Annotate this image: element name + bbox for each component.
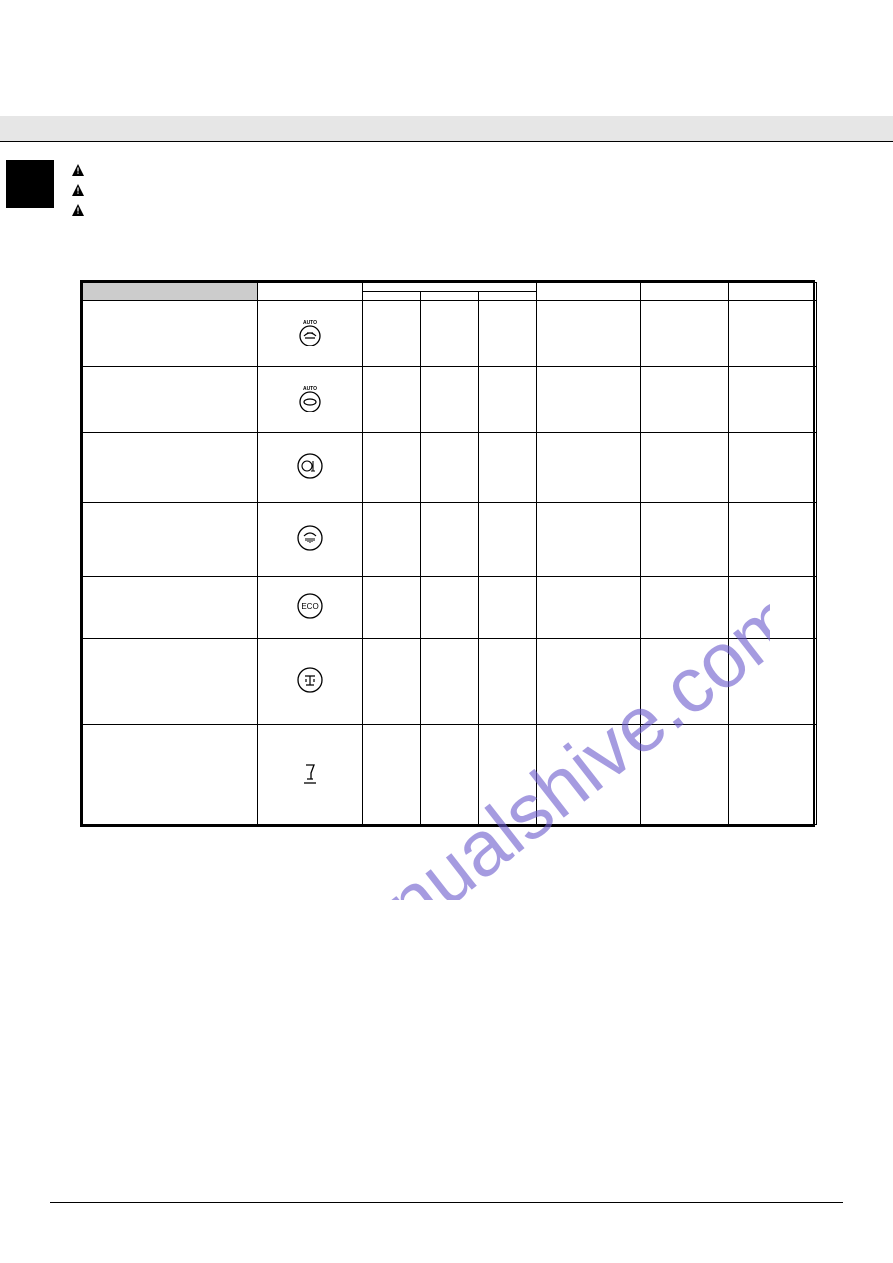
cell-p50 [363,577,421,639]
cell-symbol [258,367,363,433]
cell-duration [537,725,641,825]
eco-icon [296,592,324,620]
th-programme [83,283,258,301]
cell-symbol [258,639,363,725]
cell-p50 [363,639,421,725]
th-water [641,283,729,301]
cell-p65 [479,725,537,825]
cell-p65 [479,433,537,503]
glass-icon [296,759,324,787]
cell-duration [537,503,641,577]
cell-programme [83,725,258,825]
cell-programme [83,301,258,367]
sanitize-icon [296,666,324,694]
cell-symbol [258,503,363,577]
th-consumption [363,283,537,292]
warning-icon [72,164,84,176]
shower-icon [296,524,324,552]
auto-plate-icon [296,384,324,412]
cell-p60 [421,301,479,367]
cell-water [641,577,729,639]
th-duration [537,283,641,301]
cell-duration [537,433,641,503]
cell-water [641,725,729,825]
cell-p65 [479,367,537,433]
cell-p65 [479,301,537,367]
cell-energy [729,367,817,433]
table-row [83,577,817,639]
table-row [83,725,817,825]
cell-p50 [363,503,421,577]
cell-duration [537,577,641,639]
th-p65 [479,292,537,301]
programme-table [80,280,815,827]
cell-p60 [421,639,479,725]
cell-p60 [421,503,479,577]
table-row [83,433,817,503]
cell-symbol [258,577,363,639]
cell-energy [729,725,817,825]
cell-energy [729,433,817,503]
header-bar [0,116,893,142]
cell-p65 [479,639,537,725]
cell-symbol [258,301,363,367]
cell-symbol [258,433,363,503]
th-energy [729,283,817,301]
cell-energy [729,577,817,639]
th-p60 [421,292,479,301]
cell-energy [729,301,817,367]
cell-p65 [479,577,537,639]
warning-icon [72,184,84,196]
th-p50 [363,292,421,301]
cell-programme [83,433,258,503]
cell-p65 [479,503,537,577]
cell-p50 [363,433,421,503]
cell-energy [729,503,817,577]
cell-duration [537,301,641,367]
cell-programme [83,503,258,577]
cell-programme [83,577,258,639]
cell-water [641,639,729,725]
cell-water [641,503,729,577]
cell-water [641,367,729,433]
cell-symbol [258,725,363,825]
cell-energy [729,639,817,725]
table-row [83,301,817,367]
footer-rule [50,1202,843,1203]
cell-water [641,433,729,503]
cell-programme [83,639,258,725]
cell-p60 [421,577,479,639]
cell-p50 [363,725,421,825]
cell-p50 [363,301,421,367]
table-row [83,367,817,433]
cell-p60 [421,725,479,825]
cell-duration [537,367,641,433]
cell-duration [537,639,641,725]
warning-list [72,164,88,224]
side-tab [6,160,54,208]
th-symbol [258,283,363,301]
cell-p50 [363,367,421,433]
cell-water [641,301,729,367]
auto-pot-icon [296,318,324,346]
cell-programme [83,367,258,433]
table-row [83,503,817,577]
table-row [83,639,817,725]
plate-glass-icon [296,452,324,480]
warning-icon [72,204,84,216]
cell-p60 [421,433,479,503]
cell-p60 [421,367,479,433]
